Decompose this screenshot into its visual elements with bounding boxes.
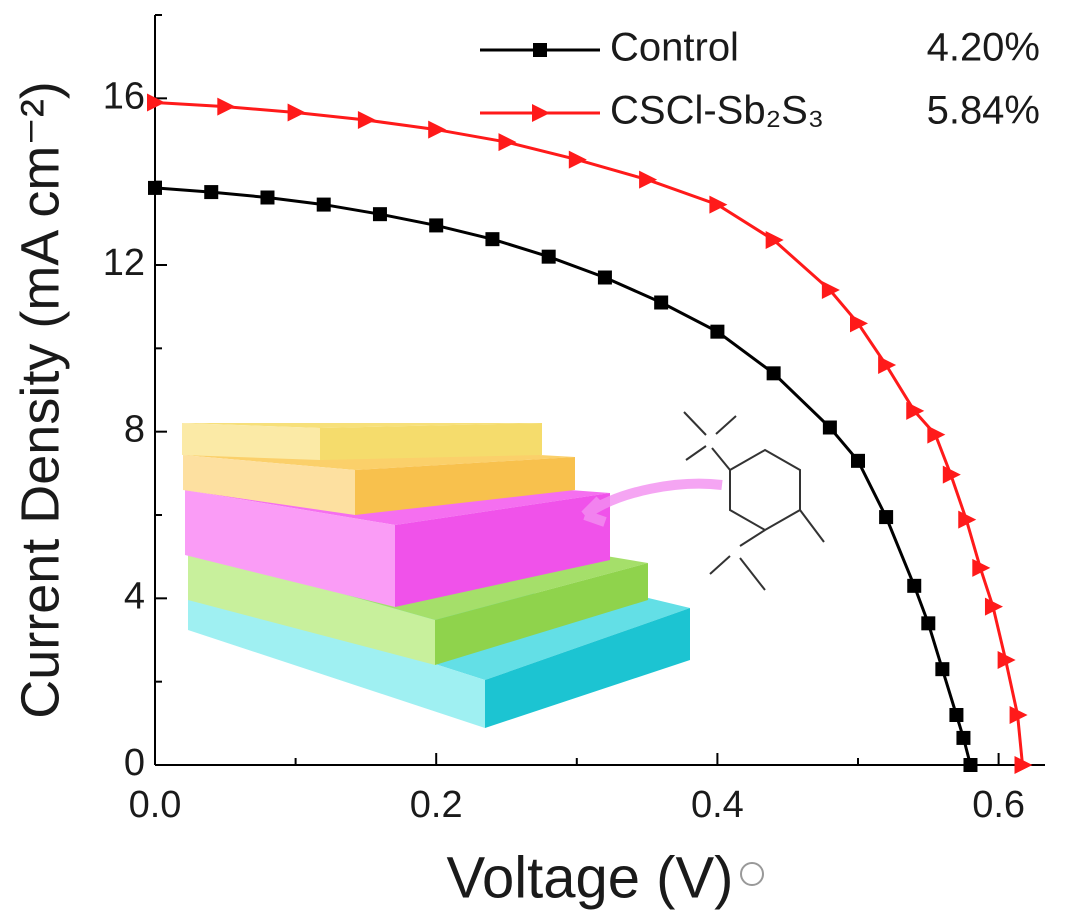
data-point (217, 97, 236, 116)
data-point (147, 93, 165, 112)
au-top (182, 423, 540, 428)
data-point (654, 295, 669, 310)
data-point (997, 651, 1016, 669)
data-point (204, 185, 219, 200)
au-left (182, 423, 320, 460)
pink-arrow (581, 478, 723, 527)
data-point (942, 465, 961, 484)
data-point (935, 662, 950, 677)
spiro-top (183, 455, 575, 470)
data-point (148, 180, 162, 195)
data-point (498, 133, 517, 152)
data-point (879, 510, 894, 525)
data-point (639, 170, 658, 189)
data-point (850, 314, 869, 333)
sb2s3-left (185, 490, 395, 607)
molecule (683, 411, 825, 591)
x-tick-label: 0.0 (129, 784, 182, 826)
y-tick-label: 8 (124, 409, 145, 451)
x-tick-label: 0.6 (972, 784, 1025, 826)
bond (715, 415, 737, 435)
au-right (320, 423, 542, 460)
data-point (1014, 756, 1033, 774)
y-tick-label: 16 (103, 75, 145, 117)
fto-left (188, 585, 485, 728)
data-point (927, 425, 946, 444)
legend-pce: 4.20% (927, 26, 1040, 70)
bond (799, 509, 825, 543)
bond (711, 447, 731, 471)
tio2-right (435, 563, 648, 665)
data-point (568, 150, 587, 169)
data-point (597, 270, 612, 285)
data-point (907, 578, 922, 593)
data-point (710, 324, 725, 339)
legend-label: Control (610, 26, 739, 70)
y-tick-label: 0 (124, 742, 145, 784)
y-tick-label: 12 (103, 242, 145, 284)
data-point (921, 616, 936, 631)
data-point (765, 231, 784, 249)
x-tick-label: 0.2 (410, 784, 463, 826)
data-point (287, 103, 306, 122)
data-point (949, 708, 964, 722)
bond (739, 557, 766, 591)
data-point (851, 453, 866, 468)
data-point (984, 597, 1003, 616)
x-axis-title: Voltage (V) (447, 845, 734, 910)
data-point (372, 207, 387, 222)
sb2s3-right (395, 493, 610, 607)
bond (685, 445, 707, 461)
spiro-left (183, 455, 355, 515)
y-tick-label: 4 (124, 575, 145, 617)
data-point (429, 218, 444, 233)
watermark-icon (740, 862, 764, 886)
data-point (821, 281, 840, 299)
legend-label: CSCl-Sb₂S₃ (610, 89, 824, 133)
bond (739, 529, 766, 547)
data-point (357, 111, 376, 129)
bond (709, 555, 731, 575)
data-point (972, 558, 991, 577)
data-point (822, 420, 837, 435)
device-stack (182, 423, 723, 728)
legend-marker (533, 43, 547, 57)
fto-right (485, 608, 690, 728)
data-point (766, 366, 781, 381)
spiro-right (355, 457, 575, 515)
data-point (906, 401, 925, 420)
data-point (541, 249, 556, 264)
data-point (963, 758, 978, 772)
x-tick-label: 0.4 (691, 784, 744, 826)
data-point (260, 190, 275, 205)
tio2-left (188, 550, 435, 665)
data-point (958, 510, 977, 529)
data-point (485, 232, 500, 247)
data-point (709, 195, 728, 214)
bond (683, 411, 707, 436)
benzene-ring (729, 448, 801, 532)
data-point (316, 197, 331, 212)
data-point (956, 730, 971, 745)
data-point (1009, 706, 1028, 724)
legend-marker (532, 104, 550, 122)
y-axis-title: Current Density (mA cm⁻²) (10, 81, 70, 719)
series-line (154, 101, 1024, 766)
data-point (428, 120, 447, 139)
legend-pce: 5.84% (927, 89, 1040, 133)
data-point (878, 356, 897, 374)
